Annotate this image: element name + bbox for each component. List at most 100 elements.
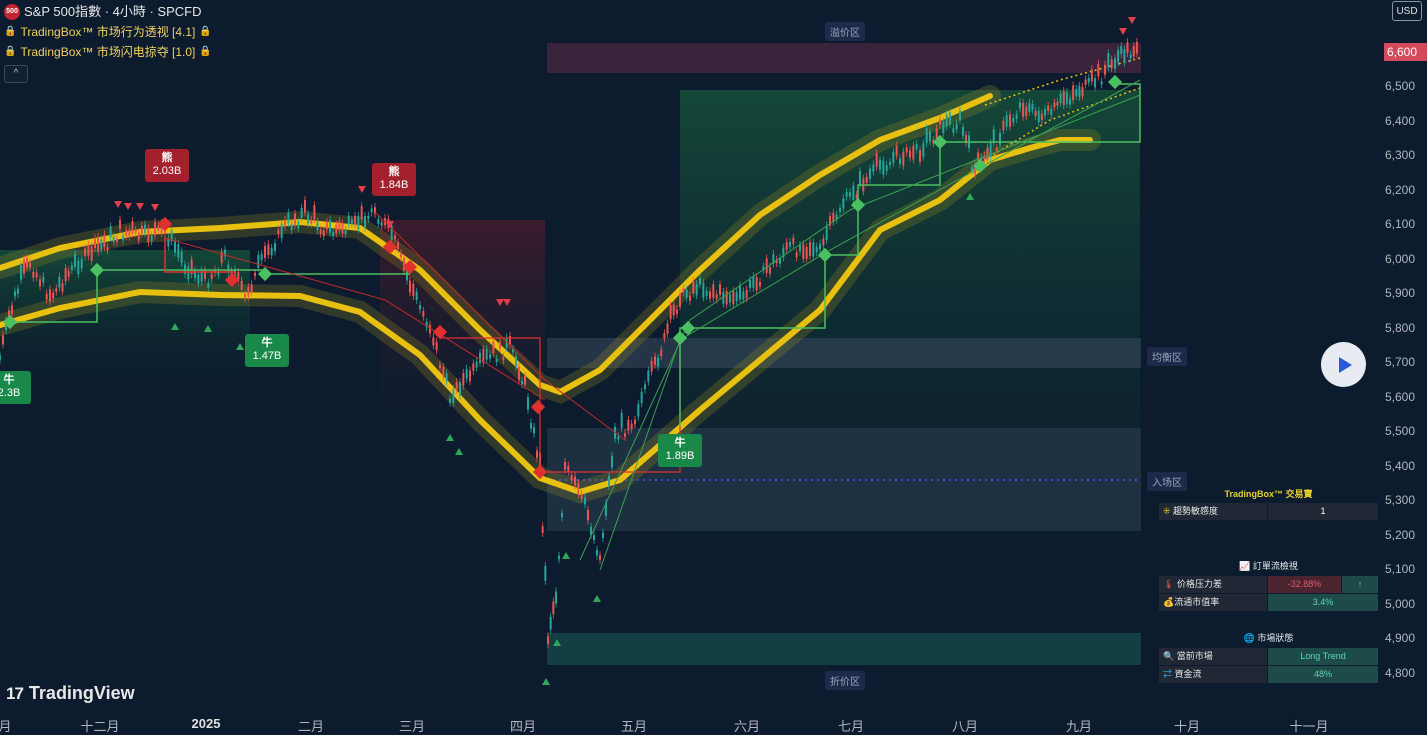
symbol-badge: 500 [4, 4, 20, 20]
candle-body [527, 397, 529, 410]
candle-body [415, 291, 418, 300]
bear-triangle [124, 203, 132, 210]
candle-body [1100, 81, 1103, 85]
candle-body [360, 206, 363, 220]
bull-signal-badge: 牛 2.3B [0, 371, 31, 404]
candle-body [785, 242, 788, 250]
panel-brand-title: TradingBox™ 交易寶 [1224, 489, 1313, 499]
symbol-title-row[interactable]: 500 S&P 500指數 · 4小時 · SPCFD [4, 2, 212, 22]
price-axis-label: 5,800 [1385, 320, 1416, 335]
candle-body [322, 230, 325, 237]
signal-diamond [2, 314, 18, 330]
candle-body [1075, 88, 1078, 96]
candle-body [552, 601, 555, 615]
candle-body [685, 289, 688, 298]
candle-body [869, 168, 871, 179]
candle-body [872, 164, 875, 172]
candle-body [772, 254, 775, 264]
bull-triangle [593, 595, 601, 602]
candle-body [1094, 78, 1096, 88]
structure-line [679, 83, 1141, 426]
orderflow-panel: 📈 訂單流檢視 🌡 价格压力差 -32.88% ↑ 💰流通市值率 3.4% [1159, 559, 1378, 612]
candle-body [825, 225, 828, 241]
candle-body [983, 155, 986, 160]
bear-signal-badge: 熊 1.84B [372, 163, 416, 196]
candle-body [119, 219, 121, 230]
bear-triangle [114, 201, 122, 208]
candle-body [150, 235, 153, 242]
play-icon [1339, 356, 1352, 373]
candle-body [390, 225, 393, 240]
candle-body [611, 455, 613, 468]
candle-body [97, 236, 100, 252]
candle-body [1053, 102, 1056, 108]
candle-body [912, 145, 915, 160]
current-market-label: 🔍 當前市場 [1159, 648, 1267, 665]
candle-body [995, 147, 998, 152]
candle-body [745, 290, 748, 299]
candle-body [67, 270, 70, 277]
candle-body [20, 265, 22, 280]
signal-diamond [157, 216, 173, 232]
candle-body [479, 352, 481, 364]
indicator-row-2[interactable]: 🔒 TradingBox™ 市场闪电掠夺 [1.0] 🔒 [4, 42, 212, 62]
candle-body [577, 483, 580, 495]
candle-body [280, 223, 283, 239]
candle-body [106, 247, 109, 251]
candle-body [1069, 98, 1071, 105]
price-axis-label: 6,500 [1385, 79, 1416, 93]
candle-body [1087, 77, 1090, 83]
price-axis-label: 6,000 [1385, 251, 1416, 266]
candle-body [267, 244, 270, 255]
candle-body [90, 246, 93, 261]
tradingview-logo-text: TradingView [28, 683, 135, 703]
signal-diamond [817, 247, 833, 263]
candle-body [1050, 108, 1053, 116]
candle-body [1072, 85, 1075, 101]
candle-body [1025, 106, 1028, 117]
candle-body [809, 242, 811, 256]
signal-side: 熊 [388, 166, 400, 178]
candle-body [634, 419, 636, 425]
price-axis-label: 6,100 [1385, 217, 1416, 231]
candle-body [792, 237, 795, 244]
candle-body [1084, 79, 1087, 85]
candle-body [561, 512, 563, 518]
candle-body [1081, 87, 1084, 97]
candle-body [882, 160, 885, 175]
signal-side: 牛 [674, 437, 686, 449]
collapse-legend-button[interactable]: ^ [4, 65, 28, 83]
candle-body [465, 368, 468, 379]
candle-body [350, 219, 353, 224]
candle-body [319, 229, 322, 234]
bull-triangle [553, 639, 561, 646]
candle-body [131, 221, 134, 234]
candle-body [115, 238, 118, 243]
currency-button[interactable]: USD [1392, 1, 1422, 21]
candle-body [587, 509, 589, 521]
bull-triangle [236, 343, 244, 350]
candle-body [779, 257, 781, 264]
candle-body [469, 370, 471, 382]
candle-body [570, 474, 573, 480]
candle-body [442, 367, 445, 377]
signal-volume: 1.89B [665, 450, 695, 462]
candle-body [49, 289, 51, 302]
play-button[interactable] [1321, 342, 1366, 387]
candle-body [122, 235, 125, 241]
candle-body [197, 274, 200, 284]
channel-line [579, 94, 1141, 561]
indicator-row-1[interactable]: 🔒 TradingBox™ 市场行为透视 [4.1] 🔒 [4, 22, 212, 42]
candle-body [617, 436, 620, 440]
tradingview-logo[interactable]: 17 TradingView [6, 683, 135, 704]
candle-body [922, 143, 925, 157]
candle-body [154, 221, 156, 236]
candle-body [419, 305, 421, 310]
candle-body [55, 288, 58, 292]
candle-body [939, 119, 941, 125]
signal-diamond [224, 272, 240, 288]
candle-body [325, 222, 328, 230]
candle-body [103, 234, 106, 248]
candle-body [765, 258, 768, 273]
